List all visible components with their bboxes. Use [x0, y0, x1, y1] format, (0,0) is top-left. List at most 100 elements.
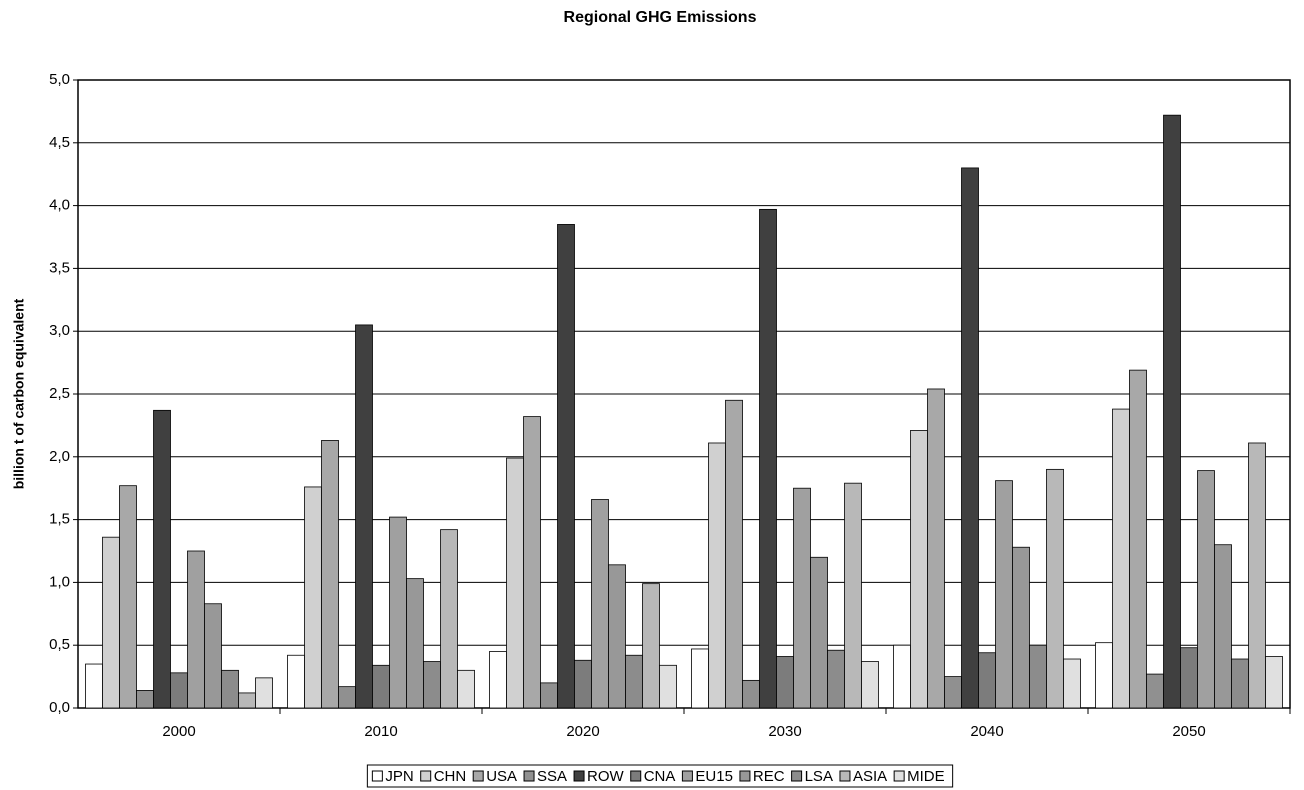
- bar: [1112, 408, 1130, 709]
- legend-swatch: [573, 770, 585, 782]
- legend-swatch: [630, 770, 642, 782]
- legend-label: CNA: [644, 768, 676, 785]
- bar: [255, 677, 273, 709]
- legend-swatch: [523, 770, 535, 782]
- y-tick-label: 1,5: [49, 511, 70, 528]
- bar: [389, 516, 407, 709]
- y-tick-label: 0,0: [49, 699, 70, 716]
- y-tick-label: 1,0: [49, 573, 70, 590]
- bar: [927, 388, 945, 709]
- y-tick-label: 2,0: [49, 448, 70, 465]
- y-tick-label: 3,0: [49, 322, 70, 339]
- bar: [810, 556, 828, 709]
- bar: [1095, 642, 1113, 709]
- legend-swatch: [893, 770, 905, 782]
- bar: [1029, 644, 1047, 709]
- y-axis-label: billion t of carbon equivalent: [11, 298, 27, 489]
- bar: [321, 440, 339, 709]
- bar: [844, 482, 862, 709]
- bar: [102, 536, 120, 709]
- bar: [944, 676, 962, 709]
- x-tick-label: 2020: [566, 723, 599, 740]
- bar: [1265, 656, 1283, 709]
- bar: [759, 208, 777, 709]
- bar: [995, 480, 1013, 709]
- legend-swatch: [681, 770, 693, 782]
- legend-label: SSA: [537, 768, 567, 785]
- legend-swatch: [739, 770, 751, 782]
- bar: [574, 659, 592, 709]
- y-tick-label: 3,5: [49, 259, 70, 276]
- legend-label: LSA: [805, 768, 833, 785]
- bar: [708, 442, 726, 709]
- x-tick-label: 2050: [1172, 723, 1205, 740]
- x-tick-label: 2010: [364, 723, 397, 740]
- bar: [776, 656, 794, 709]
- bar: [910, 430, 928, 709]
- bar: [1163, 114, 1181, 709]
- bar: [1197, 470, 1215, 709]
- bar: [338, 686, 356, 709]
- legend-label: JPN: [385, 768, 413, 785]
- bar: [1231, 658, 1249, 709]
- bar: [742, 679, 760, 709]
- x-tick-label: 2030: [768, 723, 801, 740]
- legend-swatch: [371, 770, 383, 782]
- bar: [238, 692, 256, 709]
- bar: [406, 578, 424, 709]
- bar: [725, 399, 743, 709]
- chart-title: Regional GHG Emissions: [564, 9, 757, 26]
- bar: [440, 529, 458, 709]
- bar: [221, 669, 239, 709]
- bar: [287, 654, 305, 709]
- bar: [489, 651, 507, 709]
- legend-label: ROW: [587, 768, 625, 785]
- bar: [153, 409, 171, 709]
- bar: [355, 324, 373, 709]
- bar: [1063, 658, 1081, 709]
- legend-label: USA: [486, 768, 517, 785]
- bar: [1129, 369, 1147, 709]
- bar: [642, 583, 660, 709]
- bar: [304, 486, 322, 709]
- x-tick-label: 2040: [970, 723, 1003, 740]
- bar: [204, 603, 222, 709]
- legend-swatch: [839, 770, 851, 782]
- bar: [1180, 647, 1198, 709]
- bar: [861, 661, 879, 709]
- x-tick-label: 2000: [162, 723, 195, 740]
- bar: [423, 661, 441, 709]
- bar: [457, 669, 475, 709]
- bar: [893, 644, 911, 709]
- y-tick-label: 4,5: [49, 134, 70, 151]
- y-tick-label: 2,5: [49, 385, 70, 402]
- bar: [119, 485, 137, 709]
- bar: [591, 499, 609, 709]
- bar: [1248, 442, 1266, 709]
- legend-swatch: [420, 770, 432, 782]
- legend-label: ASIA: [853, 768, 887, 785]
- bar: [136, 690, 154, 709]
- bar: [1214, 544, 1232, 709]
- bar: [827, 649, 845, 709]
- legend-label: REC: [753, 768, 785, 785]
- legend-label: MIDE: [907, 768, 945, 785]
- legend-label: EU15: [695, 768, 733, 785]
- bar: [1012, 546, 1030, 709]
- bar: [691, 648, 709, 709]
- bar: [793, 487, 811, 709]
- bar: [978, 652, 996, 709]
- bar: [540, 682, 558, 709]
- bar: [506, 457, 524, 709]
- bar: [85, 663, 103, 709]
- bar: [659, 664, 677, 709]
- legend-label: CHN: [434, 768, 467, 785]
- legend-swatch: [472, 770, 484, 782]
- y-tick-label: 0,5: [49, 636, 70, 653]
- legend-swatch: [791, 770, 803, 782]
- bar: [961, 167, 979, 709]
- bar: [1046, 468, 1064, 709]
- bar: [170, 672, 188, 709]
- bar: [557, 224, 575, 709]
